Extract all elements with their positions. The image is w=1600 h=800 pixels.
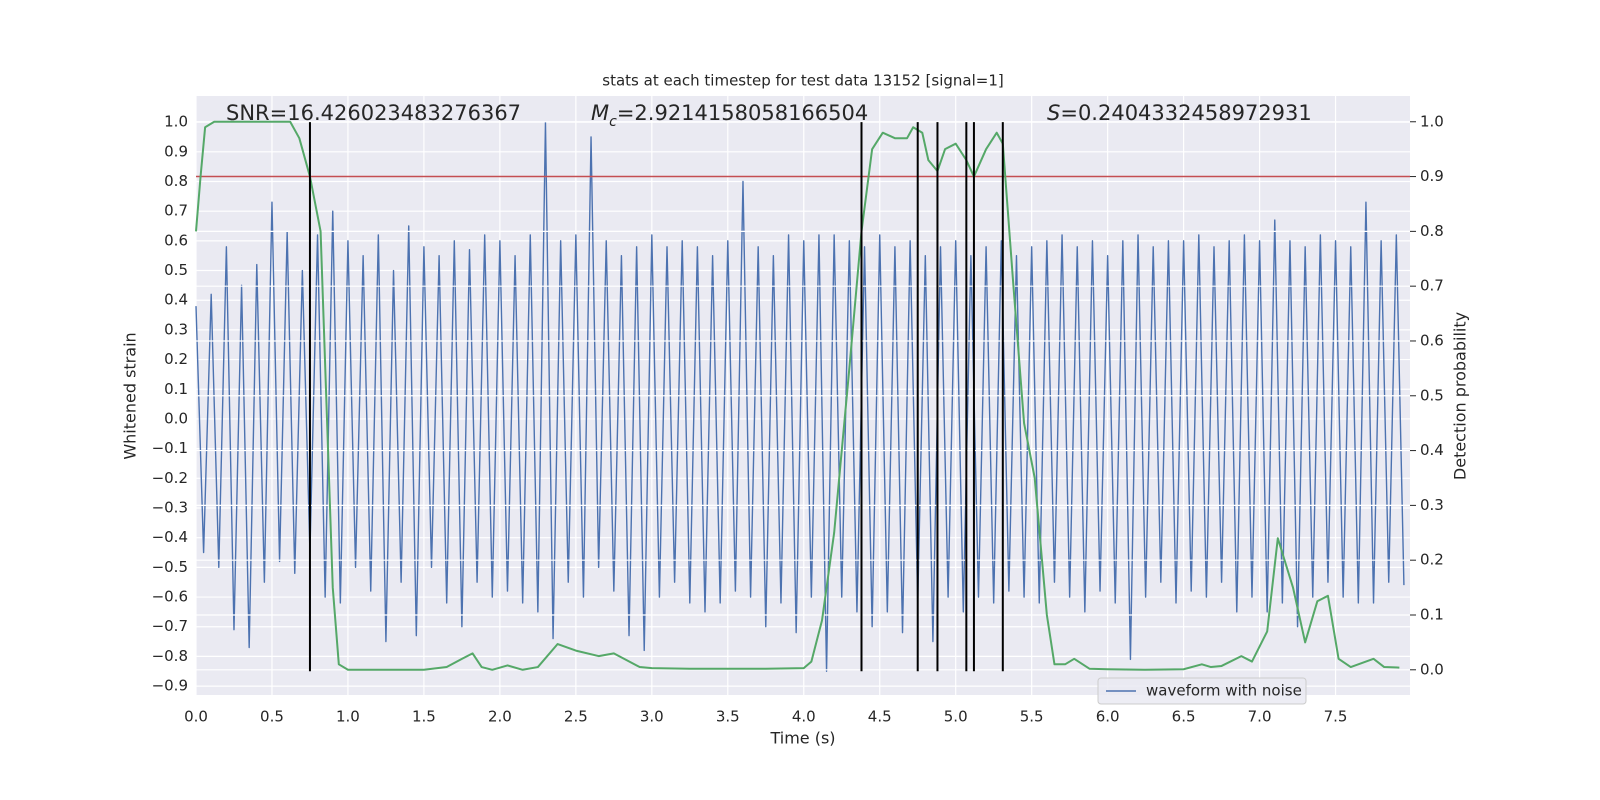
- x-tick-label: 1.5: [412, 708, 436, 726]
- x-tick-label: 0.5: [260, 708, 284, 726]
- y-tick-label: 0.3: [164, 320, 188, 338]
- annotation-text: SNR=16.426023483276367: [226, 101, 521, 125]
- y-tick-label: −0.2: [152, 469, 188, 487]
- series-line: [195, 120, 1400, 671]
- y-tick-label: 0.7: [164, 202, 188, 220]
- annotation-text: =2.9214158058166504: [617, 101, 868, 125]
- x-tick-label: 4.5: [868, 708, 892, 726]
- y2-tick-label: 0.3: [1420, 496, 1444, 514]
- x-tick-label: 2.5: [564, 708, 588, 726]
- y-tick-label: 0.9: [164, 142, 188, 160]
- y-tick-label: −0.4: [152, 528, 188, 546]
- y2-tick-label: 0.7: [1420, 277, 1444, 295]
- y-axis-label: Whitened strain: [121, 332, 140, 459]
- x-tick-label: 4.0: [792, 708, 816, 726]
- y2-tick-label: 0.2: [1420, 551, 1444, 569]
- y-tick-label: −0.9: [152, 677, 188, 695]
- y2-tick-label: 0.1: [1420, 605, 1444, 623]
- x-tick-label: 7.0: [1248, 708, 1272, 726]
- annotation: Mc=2.9214158058166504: [591, 101, 868, 130]
- y2-tick-label: 0.5: [1420, 386, 1444, 404]
- y2-tick-label: 0.9: [1420, 167, 1444, 185]
- annotation: SNR=16.426023483276367: [226, 101, 521, 125]
- annotation: S=0.2404332458972931: [1047, 101, 1312, 125]
- y2-tick-label: 1.0: [1420, 112, 1444, 130]
- y-tick-label: −0.7: [152, 617, 188, 635]
- x-tick-label: 6.5: [1172, 708, 1196, 726]
- y2-tick-label: 0.8: [1420, 222, 1444, 240]
- annotation-subscript: c: [609, 114, 617, 130]
- x-tick-label: 5.0: [944, 708, 968, 726]
- y2-tick-label: 0.6: [1420, 331, 1444, 349]
- y-tick-label: 0.1: [164, 380, 188, 398]
- legend-label: waveform with noise: [1146, 682, 1302, 700]
- x-tick-label: 2.0: [488, 708, 512, 726]
- x-tick-label: 6.0: [1096, 708, 1120, 726]
- legend-box: [1097, 677, 1307, 705]
- y-tick-label: 0.0: [164, 409, 188, 427]
- x-tick-label: 7.5: [1324, 708, 1348, 726]
- chart-title: stats at each timestep for test data 131…: [602, 72, 1003, 90]
- y-tick-label: 0.6: [164, 231, 188, 249]
- y-tick-label: 0.5: [164, 261, 188, 279]
- x-tick-label: 5.5: [1020, 708, 1044, 726]
- annotation-symbol: S: [1047, 101, 1060, 125]
- y-tick-label: −0.3: [152, 498, 188, 516]
- y-tick-label: −0.8: [152, 647, 188, 665]
- y-tick-label: −0.1: [152, 439, 188, 457]
- y-tick-label: 1.0: [164, 113, 188, 131]
- y-tick-label: 0.2: [164, 350, 188, 368]
- y-tick-label: −0.6: [152, 588, 188, 606]
- y-tick-label: −0.5: [152, 558, 188, 576]
- y2-tick-label: 0.0: [1420, 660, 1444, 678]
- annotation-symbol: M: [591, 101, 609, 125]
- x-tick-label: 1.0: [336, 708, 360, 726]
- x-tick-label: 3.0: [640, 708, 664, 726]
- series-line: [195, 121, 1405, 672]
- y-tick-label: 0.4: [164, 291, 188, 309]
- x-tick-label: 3.5: [716, 708, 740, 726]
- x-tick-label: 0.0: [184, 708, 208, 726]
- annotation-text: =0.2404332458972931: [1060, 101, 1311, 125]
- y2-tick-label: 0.4: [1420, 441, 1444, 459]
- y2-axis-label: Detection probability: [1451, 312, 1470, 480]
- y-tick-label: 0.8: [164, 172, 188, 190]
- x-axis-label: Time (s): [769, 729, 835, 748]
